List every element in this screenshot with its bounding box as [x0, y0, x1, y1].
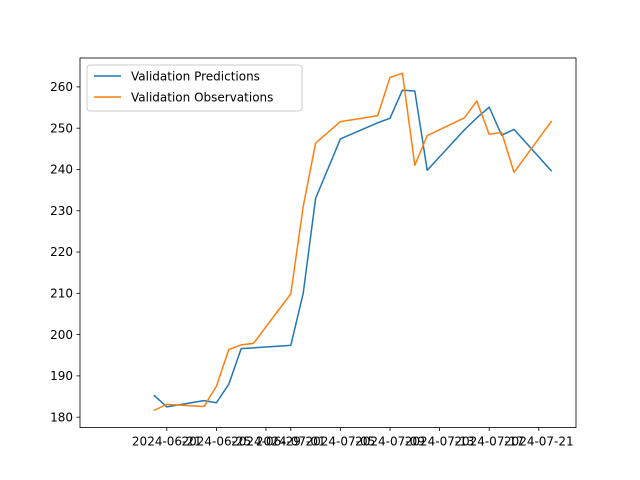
y-tick-label-5: 230	[50, 204, 73, 218]
legend: Validation Predictions Validation Observa…	[86, 64, 303, 112]
x-tick-label-3: 2024-07-01	[256, 435, 326, 449]
x-tick-label-5: 2024-07-09	[355, 435, 425, 449]
y-tick-label-2: 200	[50, 328, 73, 342]
x-tick-label-8: 2024-07-21	[504, 435, 574, 449]
series-line-1	[153, 72, 553, 412]
x-tick-label-7: 2024-07-17	[454, 435, 524, 449]
y-tick-label-7: 250	[50, 121, 73, 135]
y-tick-label-8: 260	[50, 80, 73, 94]
legend-box	[86, 64, 303, 112]
y-tick-label-0: 180	[50, 410, 73, 424]
series-layer	[153, 72, 553, 412]
legend-label-1: Validation Observations	[131, 90, 273, 104]
y-tick-label-3: 210	[50, 287, 73, 301]
legend-label-0: Validation Predictions	[131, 69, 260, 83]
y-tick-label-4: 220	[50, 245, 73, 259]
x-tick-label-6: 2024-07-13	[405, 435, 475, 449]
x-axis: 2024-06-212024-06-252024-06-292024-07-01…	[132, 427, 574, 449]
x-tick-label-4: 2024-07-05	[306, 435, 376, 449]
y-tick-label-1: 190	[50, 369, 73, 383]
x-tick-label-1: 2024-06-25	[182, 435, 252, 449]
y-tick-label-6: 240	[50, 163, 73, 177]
series-line-0	[153, 89, 553, 408]
x-tick-label-2: 2024-06-29	[231, 435, 301, 449]
y-axis: 180 190 200 210 220 230 240 250 260	[50, 80, 80, 424]
x-tick-label-0: 2024-06-21	[132, 435, 202, 449]
plot-frame	[79, 57, 577, 428]
